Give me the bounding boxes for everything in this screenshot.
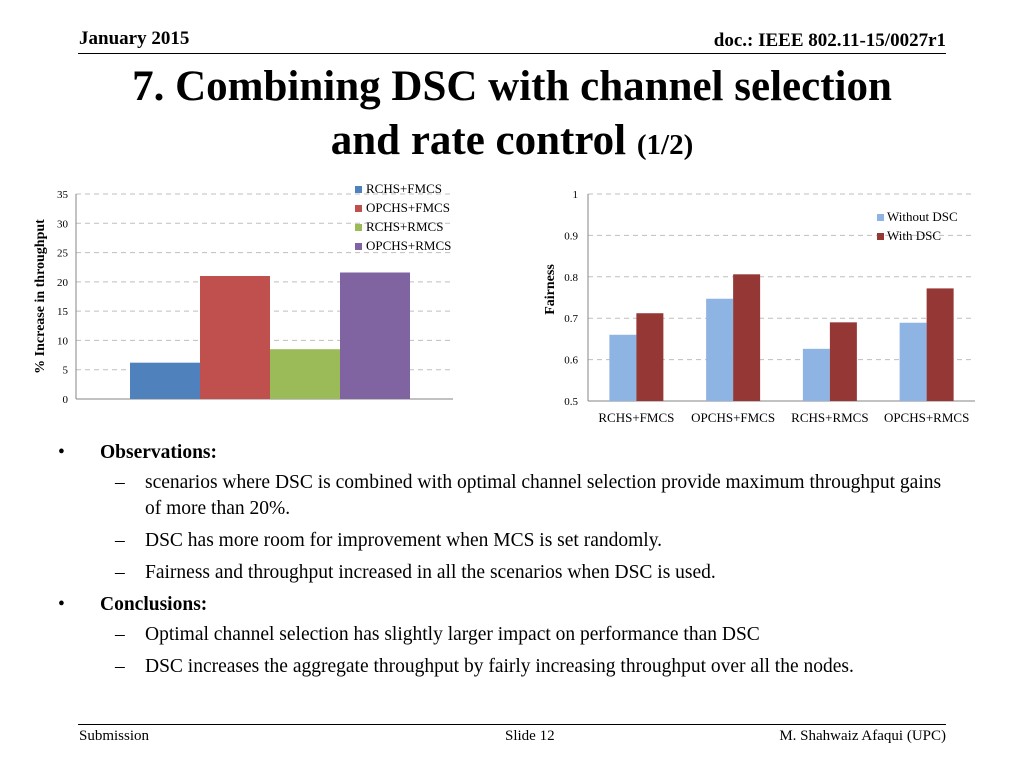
- dash-marker: –: [115, 656, 125, 677]
- observation-item: – scenarios where DSC is combined with o…: [58, 470, 958, 522]
- legend-label: OPCHS+RMCS: [366, 238, 451, 253]
- bar-rchs-rmcs: [270, 349, 340, 399]
- footer-rule: [78, 724, 946, 725]
- conclusion-text: Optimal channel selection has slightly l…: [145, 624, 760, 645]
- y-tick-label: 0.5: [564, 396, 578, 408]
- title-line-1: 7. Combining DSC with channel selection: [132, 63, 892, 110]
- x-tick-label: OPCHS+FMCS: [691, 410, 775, 425]
- y-axis-title: % Increase in throughput: [33, 219, 48, 374]
- slide-body: • Observations: – scenarios where DSC is…: [58, 440, 958, 686]
- header-doc-id: doc.: IEEE 802.11-15/0027r1: [713, 30, 946, 51]
- bar-with-dsc: [733, 274, 761, 401]
- conclusion-item: – DSC increases the aggregate throughput…: [58, 654, 958, 680]
- legend-label: Without DSC: [887, 209, 958, 224]
- bar-without-dsc: [706, 298, 734, 401]
- throughput-chart: 0 5 10 15 20 25 30 35 RCHS+FMCS OPCHS+FMCS RCHS+RM…: [28, 181, 468, 412]
- legend-label: OPCHS+FMCS: [366, 200, 450, 215]
- bar-with-dsc: [829, 322, 857, 401]
- bar-without-dsc: [802, 348, 830, 401]
- y-tick-label: 0.7: [564, 313, 578, 325]
- dash-marker: –: [115, 472, 125, 493]
- legend-swatch: [355, 186, 362, 193]
- conclusion-text: DSC increases the aggregate throughput b…: [145, 656, 854, 677]
- legend-swatch: [355, 224, 362, 231]
- footer-author: M. Shahwaiz Afaqui (UPC): [779, 728, 946, 744]
- fairness-chart-svg: 0.5 0.6 0.7 0.8 0.9 1 RCHS+FMCS OPCHS+FMCS RCHS+…: [543, 189, 975, 425]
- footer-submission: Submission: [79, 728, 150, 744]
- y-tick-label: 15: [57, 306, 69, 318]
- y-tick-label: 30: [57, 218, 69, 230]
- x-tick-label: OPCHS+RMCS: [884, 410, 969, 425]
- throughput-chart-svg: 0 5 10 15 20 25 30 35 RCHS+FMCS OPCHS+FMCS RCHS+RM…: [33, 181, 453, 406]
- bar-without-dsc: [609, 334, 637, 401]
- title-suffix: (1/2): [636, 129, 694, 161]
- footer-slide-number: Slide 12: [505, 728, 555, 744]
- x-tick-label: RCHS+RMCS: [791, 410, 868, 425]
- bullet-marker: •: [58, 594, 65, 615]
- legend-label: RCHS+RMCS: [366, 219, 443, 234]
- y-tick-label: 1: [573, 189, 579, 201]
- bar-without-dsc: [899, 322, 927, 401]
- y-tick-label: 0: [63, 394, 69, 406]
- y-tick-label: 25: [57, 248, 69, 260]
- header-date: January 2015: [79, 28, 190, 49]
- observations-label: Observations:: [100, 442, 217, 463]
- legend-swatch: [355, 205, 362, 212]
- conclusions-label: Conclusions:: [100, 594, 208, 615]
- y-tick-label: 20: [57, 277, 69, 289]
- y-tick-label: 10: [57, 335, 69, 347]
- bar-opchs-rmcs: [340, 272, 410, 399]
- y-tick-label: 0.9: [564, 230, 578, 242]
- y-tick-label: 0.8: [564, 272, 578, 284]
- y-tick-label: 35: [57, 189, 69, 201]
- title-line-2-text: and rate control: [330, 117, 627, 164]
- y-tick-label: 5: [63, 365, 69, 377]
- legend-swatch: [355, 243, 362, 250]
- bar-with-dsc: [926, 288, 954, 401]
- bar-with-dsc: [636, 313, 664, 401]
- conclusion-item: – Optimal channel selection has slightly…: [58, 622, 958, 648]
- observation-text: Fairness and throughput increased in all…: [145, 562, 716, 583]
- slide-title: 7. Combining DSC with channel selection …: [60, 60, 964, 172]
- legend-label: With DSC: [887, 228, 941, 243]
- observation-text: scenarios where DSC is combined with opt…: [145, 472, 942, 519]
- bar-rchs-fmcs: [130, 362, 200, 399]
- legend-swatch: [877, 233, 884, 240]
- observation-text: DSC has more room for improvement when M…: [145, 530, 663, 551]
- title-line-2: and rate control (1/2): [60, 114, 964, 172]
- observations-bullet: • Observations:: [58, 440, 958, 466]
- header-rule: [78, 53, 946, 54]
- y-axis-title: Fairness: [543, 264, 558, 315]
- observation-item: – DSC has more room for improvement when…: [58, 528, 958, 554]
- bar-opchs-fmcs: [200, 276, 270, 399]
- bullet-marker: •: [58, 442, 65, 463]
- x-tick-label: RCHS+FMCS: [598, 410, 674, 425]
- dash-marker: –: [115, 624, 125, 645]
- legend-label: RCHS+FMCS: [366, 182, 442, 196]
- dash-marker: –: [115, 530, 125, 551]
- dash-marker: –: [115, 562, 125, 583]
- y-tick-label: 0.6: [564, 355, 578, 367]
- fairness-chart: 0.5 0.6 0.7 0.8 0.9 1 RCHS+FMCS OPCHS+FMCS RCHS+…: [540, 182, 980, 432]
- observation-item: – Fairness and throughput increased in a…: [58, 560, 958, 586]
- conclusions-bullet: • Conclusions:: [58, 592, 958, 618]
- legend-swatch: [877, 214, 884, 221]
